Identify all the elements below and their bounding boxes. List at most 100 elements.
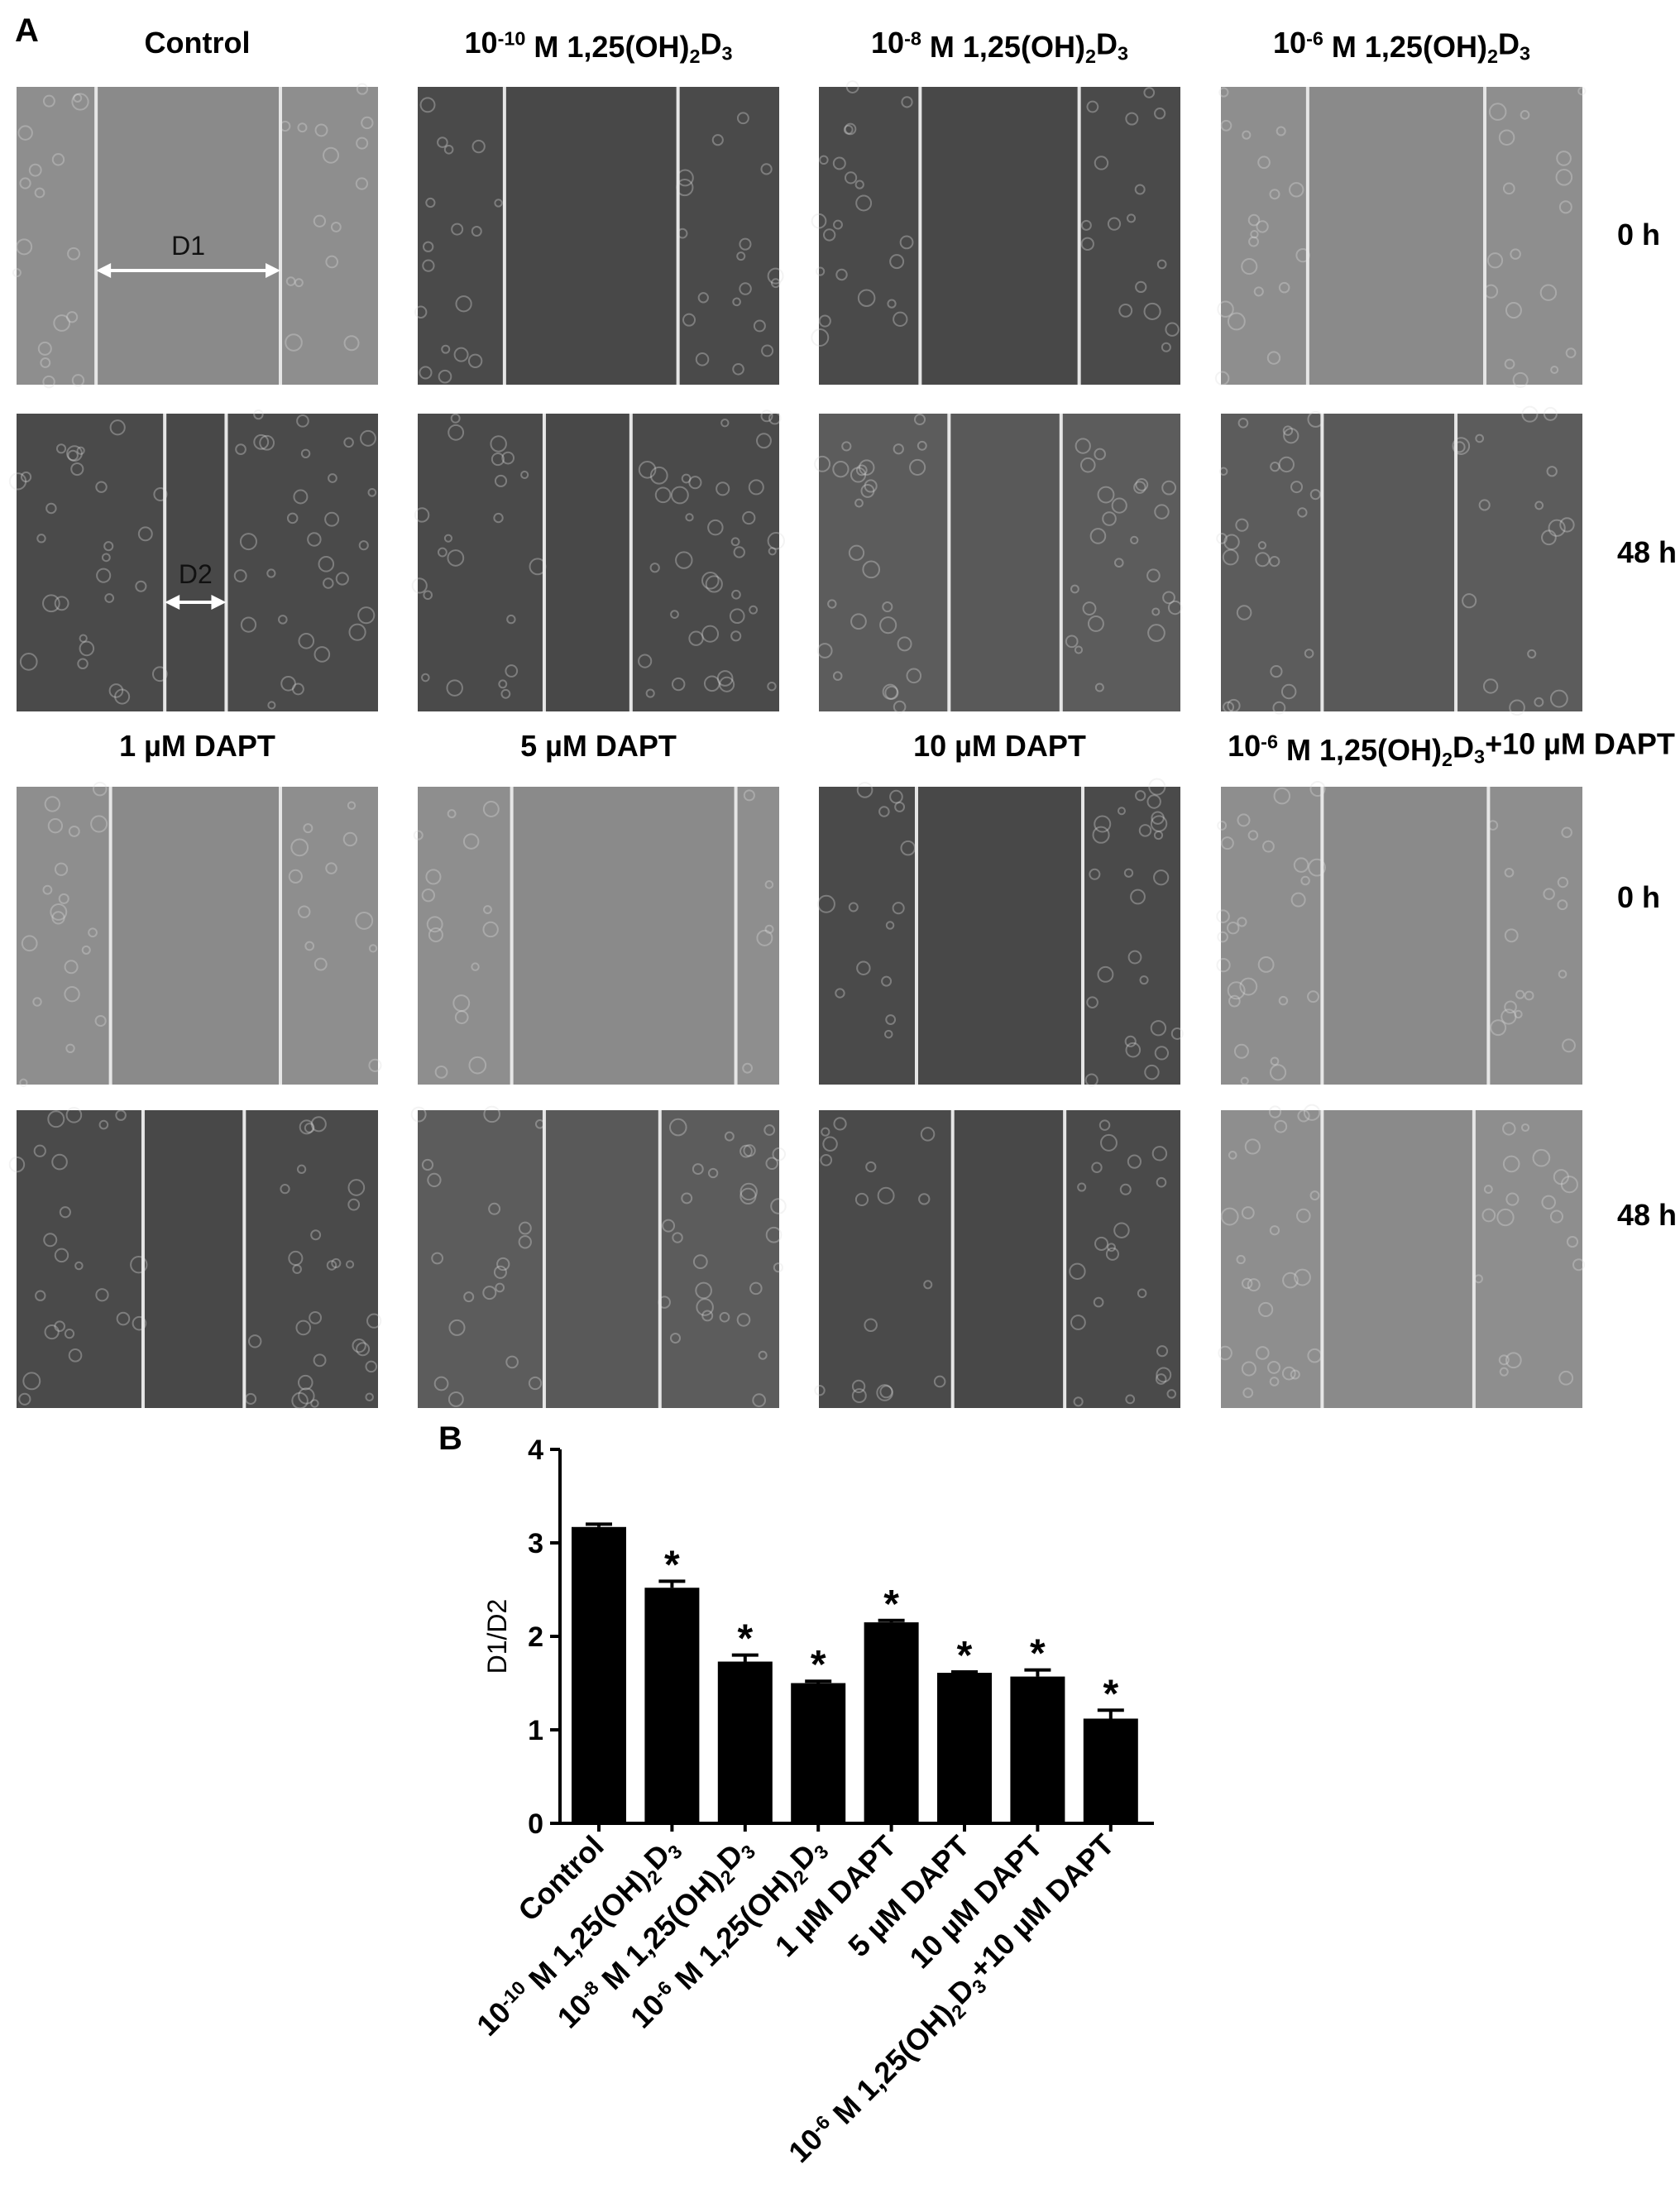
cell — [765, 1157, 778, 1171]
cell — [1304, 649, 1314, 659]
cell — [901, 96, 913, 108]
cell — [841, 441, 852, 452]
cell — [1268, 1105, 1282, 1118]
cell — [1501, 1008, 1517, 1025]
cell — [697, 292, 709, 304]
cell — [448, 1391, 464, 1407]
cell — [1560, 1176, 1578, 1194]
cell — [893, 311, 908, 327]
cell — [1558, 1370, 1574, 1386]
cell — [770, 278, 781, 289]
cell — [65, 1043, 75, 1054]
bar — [1083, 1718, 1138, 1823]
cell — [864, 1318, 878, 1332]
cell — [1276, 126, 1286, 137]
cell — [1541, 529, 1557, 546]
cell — [36, 534, 46, 544]
cell — [897, 636, 912, 652]
cell — [1084, 1073, 1098, 1087]
cell — [848, 902, 859, 912]
cell — [494, 474, 508, 487]
cell — [1546, 466, 1558, 477]
cell — [770, 1198, 787, 1214]
cell — [310, 1399, 319, 1408]
cell — [764, 924, 774, 934]
bar — [864, 1622, 919, 1823]
cell — [814, 455, 831, 472]
cell — [732, 362, 744, 376]
cell — [1290, 1369, 1300, 1380]
cell — [848, 544, 865, 561]
cell — [753, 319, 766, 333]
cell — [427, 1172, 442, 1188]
cell — [1097, 965, 1114, 983]
cell — [701, 572, 720, 590]
cell — [286, 512, 299, 524]
cell — [1080, 219, 1092, 231]
cell — [1514, 1009, 1523, 1019]
column-title-part: D — [700, 26, 721, 60]
cell — [672, 1232, 683, 1243]
y-tick-label: 4 — [528, 1434, 543, 1466]
cell — [1561, 826, 1572, 839]
cell — [425, 197, 436, 208]
error-bar — [658, 1579, 686, 1588]
cell — [1505, 1192, 1520, 1206]
cell — [347, 1179, 366, 1196]
cell — [1269, 1225, 1280, 1236]
cell — [1498, 129, 1515, 146]
cell — [705, 575, 723, 593]
cell — [1113, 558, 1124, 568]
cell — [356, 1342, 371, 1357]
cell — [443, 144, 454, 155]
cell — [299, 1119, 314, 1135]
cell — [1256, 220, 1269, 233]
cell — [1556, 151, 1572, 166]
cell — [1297, 1109, 1310, 1123]
cell — [736, 1313, 751, 1327]
cell — [101, 553, 111, 563]
cell — [483, 1105, 500, 1123]
cell — [756, 929, 773, 946]
cell — [845, 80, 859, 93]
row-label: 0 h — [1617, 218, 1660, 251]
cell — [19, 1078, 28, 1088]
cell — [859, 459, 875, 476]
cell — [820, 1153, 833, 1166]
cell — [433, 1376, 449, 1391]
cell — [1217, 821, 1228, 831]
cell — [822, 228, 836, 242]
cell — [518, 1235, 532, 1249]
cell — [749, 1281, 763, 1296]
cell — [1270, 664, 1283, 678]
cell — [707, 1167, 719, 1179]
cell — [335, 572, 349, 586]
cell — [855, 464, 868, 477]
cell — [266, 568, 276, 578]
arrow-head — [165, 595, 227, 610]
cell — [356, 137, 369, 150]
cell — [313, 1353, 327, 1367]
cell — [104, 593, 115, 603]
cell — [1130, 535, 1139, 545]
cell — [1255, 1346, 1270, 1360]
column-title-part: Control — [145, 26, 251, 60]
cell — [365, 1392, 374, 1402]
cell — [1228, 1151, 1237, 1160]
cell — [490, 435, 507, 453]
column-title-part: M 1,25(OH) — [1323, 30, 1487, 64]
cell — [76, 446, 85, 455]
cell — [1490, 1019, 1507, 1037]
cell — [1097, 486, 1115, 504]
cell — [649, 563, 660, 573]
significance-mark: * — [811, 1643, 826, 1687]
cell — [1539, 284, 1558, 301]
wound-gap — [949, 414, 1061, 711]
cell — [765, 1226, 783, 1243]
cell — [832, 156, 846, 170]
cell — [498, 679, 508, 689]
cell — [66, 311, 79, 323]
cell — [431, 1252, 444, 1265]
cell — [850, 467, 867, 483]
cell — [1520, 1123, 1530, 1133]
